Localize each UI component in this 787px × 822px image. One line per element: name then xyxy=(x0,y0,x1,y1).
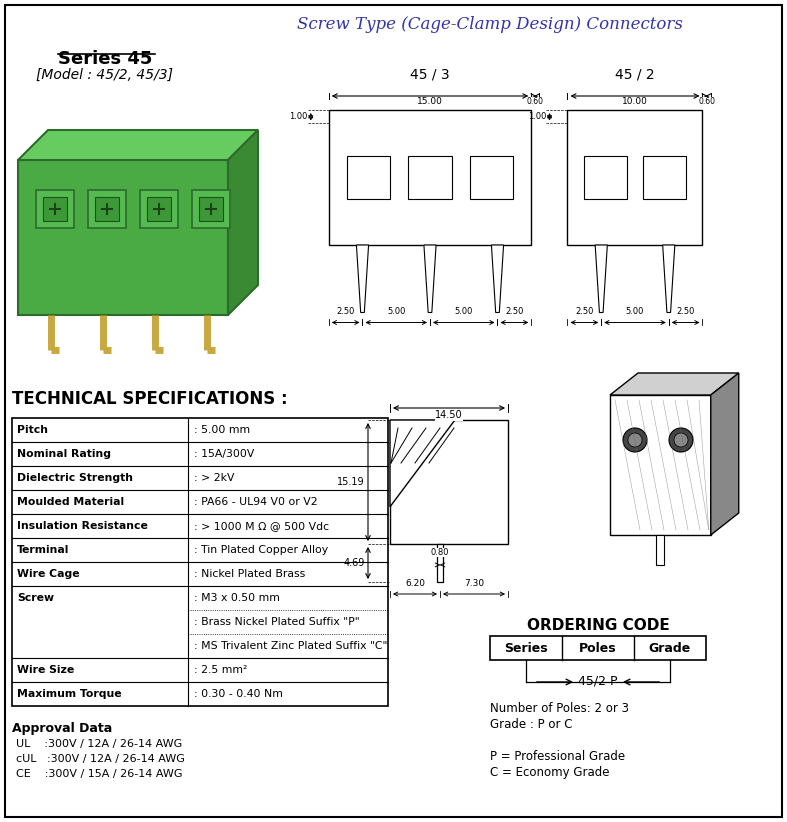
Text: 5.00: 5.00 xyxy=(387,307,405,316)
Polygon shape xyxy=(18,130,258,160)
Text: cUL   :300V / 12A / 26-14 AWG: cUL :300V / 12A / 26-14 AWG xyxy=(16,754,185,764)
Text: Screw Type (Cage-Clamp Design) Connectors: Screw Type (Cage-Clamp Design) Connector… xyxy=(297,16,683,33)
Circle shape xyxy=(628,433,642,447)
Text: Screw: Screw xyxy=(17,593,54,603)
Bar xyxy=(36,190,74,228)
Text: Dielectric Strength: Dielectric Strength xyxy=(17,473,133,483)
Bar xyxy=(470,156,513,199)
Text: : Brass Nickel Plated Suffix "P": : Brass Nickel Plated Suffix "P" xyxy=(194,617,360,627)
Text: : > 2kV: : > 2kV xyxy=(194,473,235,483)
Bar xyxy=(437,544,443,582)
Polygon shape xyxy=(18,160,228,315)
Text: 10.00: 10.00 xyxy=(622,98,648,107)
Polygon shape xyxy=(390,420,455,507)
Text: Grade : P or C: Grade : P or C xyxy=(490,718,572,731)
Bar xyxy=(88,190,126,228)
Bar xyxy=(12,418,388,706)
Bar xyxy=(347,156,390,199)
Bar xyxy=(408,156,452,199)
Bar xyxy=(147,197,171,221)
Text: 4.69: 4.69 xyxy=(344,558,365,568)
Text: TECHNICAL SPECIFICATIONS :: TECHNICAL SPECIFICATIONS : xyxy=(12,390,287,408)
Text: [Model : 45/2, 45/3]: [Model : 45/2, 45/3] xyxy=(36,68,173,82)
Bar xyxy=(95,197,119,221)
Polygon shape xyxy=(663,245,674,312)
Bar xyxy=(199,197,223,221)
Text: 14.50: 14.50 xyxy=(435,410,463,420)
Bar xyxy=(140,190,178,228)
Text: UL    :300V / 12A / 26-14 AWG: UL :300V / 12A / 26-14 AWG xyxy=(16,739,183,749)
Bar xyxy=(584,156,627,199)
Polygon shape xyxy=(228,130,258,315)
Text: Series 45: Series 45 xyxy=(57,50,152,68)
Text: 6.20: 6.20 xyxy=(405,579,425,588)
Bar xyxy=(643,156,686,199)
Text: 0.60: 0.60 xyxy=(527,98,544,107)
Polygon shape xyxy=(711,373,739,535)
Text: Terminal: Terminal xyxy=(17,545,69,555)
Text: Grade: Grade xyxy=(648,641,691,654)
Text: 45 / 2: 45 / 2 xyxy=(615,68,655,82)
Polygon shape xyxy=(491,245,504,312)
Text: Number of Poles: 2 or 3: Number of Poles: 2 or 3 xyxy=(490,702,629,715)
Text: Wire Size: Wire Size xyxy=(17,665,74,675)
Text: CE    :300V / 15A / 26-14 AWG: CE :300V / 15A / 26-14 AWG xyxy=(16,769,183,779)
Text: Pitch: Pitch xyxy=(17,425,48,435)
Text: 15.19: 15.19 xyxy=(338,477,365,487)
Text: 2.50: 2.50 xyxy=(336,307,355,316)
Text: 2.50: 2.50 xyxy=(505,307,523,316)
Text: 7.30: 7.30 xyxy=(464,579,484,588)
Text: : Tin Plated Copper Alloy: : Tin Plated Copper Alloy xyxy=(194,545,328,555)
Text: 5.00: 5.00 xyxy=(626,307,645,316)
Bar xyxy=(567,110,703,245)
Bar xyxy=(656,535,663,565)
Circle shape xyxy=(674,433,688,447)
Text: : 15A/300V: : 15A/300V xyxy=(194,449,254,459)
Text: 0.60: 0.60 xyxy=(698,98,715,107)
Text: 0.80: 0.80 xyxy=(430,548,449,556)
Text: 1.00: 1.00 xyxy=(290,113,308,122)
Text: 5.00: 5.00 xyxy=(455,307,473,316)
Text: P = Professional Grade: P = Professional Grade xyxy=(490,750,625,763)
Polygon shape xyxy=(595,245,608,312)
Text: Maximum Torque: Maximum Torque xyxy=(17,689,122,699)
Text: Moulded Material: Moulded Material xyxy=(17,497,124,507)
Circle shape xyxy=(669,428,693,452)
Text: Series: Series xyxy=(504,641,548,654)
Text: ORDERING CODE: ORDERING CODE xyxy=(527,618,670,633)
Text: 45/2 P: 45/2 P xyxy=(578,675,618,687)
Text: Poles: Poles xyxy=(579,641,617,654)
Text: : > 1000 M Ω @ 500 Vdc: : > 1000 M Ω @ 500 Vdc xyxy=(194,521,329,531)
Text: Approval Data: Approval Data xyxy=(12,722,113,735)
Text: : 5.00 mm: : 5.00 mm xyxy=(194,425,250,435)
Bar xyxy=(329,110,531,245)
Circle shape xyxy=(623,428,647,452)
Polygon shape xyxy=(424,245,436,312)
Text: 15.00: 15.00 xyxy=(417,98,443,107)
Text: : PA66 - UL94 V0 or V2: : PA66 - UL94 V0 or V2 xyxy=(194,497,318,507)
Text: 45 / 3: 45 / 3 xyxy=(410,68,450,82)
Text: : M3 x 0.50 mm: : M3 x 0.50 mm xyxy=(194,593,280,603)
Text: Wire Cage: Wire Cage xyxy=(17,569,79,579)
Text: : 2.5 mm²: : 2.5 mm² xyxy=(194,665,247,675)
Text: Nominal Rating: Nominal Rating xyxy=(17,449,111,459)
Text: 1.00: 1.00 xyxy=(528,113,546,122)
Text: Insulation Resistance: Insulation Resistance xyxy=(17,521,148,531)
Bar xyxy=(390,420,508,544)
Text: 2.50: 2.50 xyxy=(677,307,695,316)
Polygon shape xyxy=(610,373,739,395)
Text: : 0.30 - 0.40 Nm: : 0.30 - 0.40 Nm xyxy=(194,689,283,699)
Polygon shape xyxy=(357,245,368,312)
Bar xyxy=(490,636,706,660)
Bar xyxy=(610,395,711,535)
Text: : Nickel Plated Brass: : Nickel Plated Brass xyxy=(194,569,305,579)
Bar xyxy=(192,190,230,228)
Text: 2.50: 2.50 xyxy=(575,307,593,316)
Text: C = Economy Grade: C = Economy Grade xyxy=(490,766,609,779)
Bar xyxy=(43,197,67,221)
Text: : MS Trivalent Zinc Plated Suffix "C": : MS Trivalent Zinc Plated Suffix "C" xyxy=(194,641,387,651)
